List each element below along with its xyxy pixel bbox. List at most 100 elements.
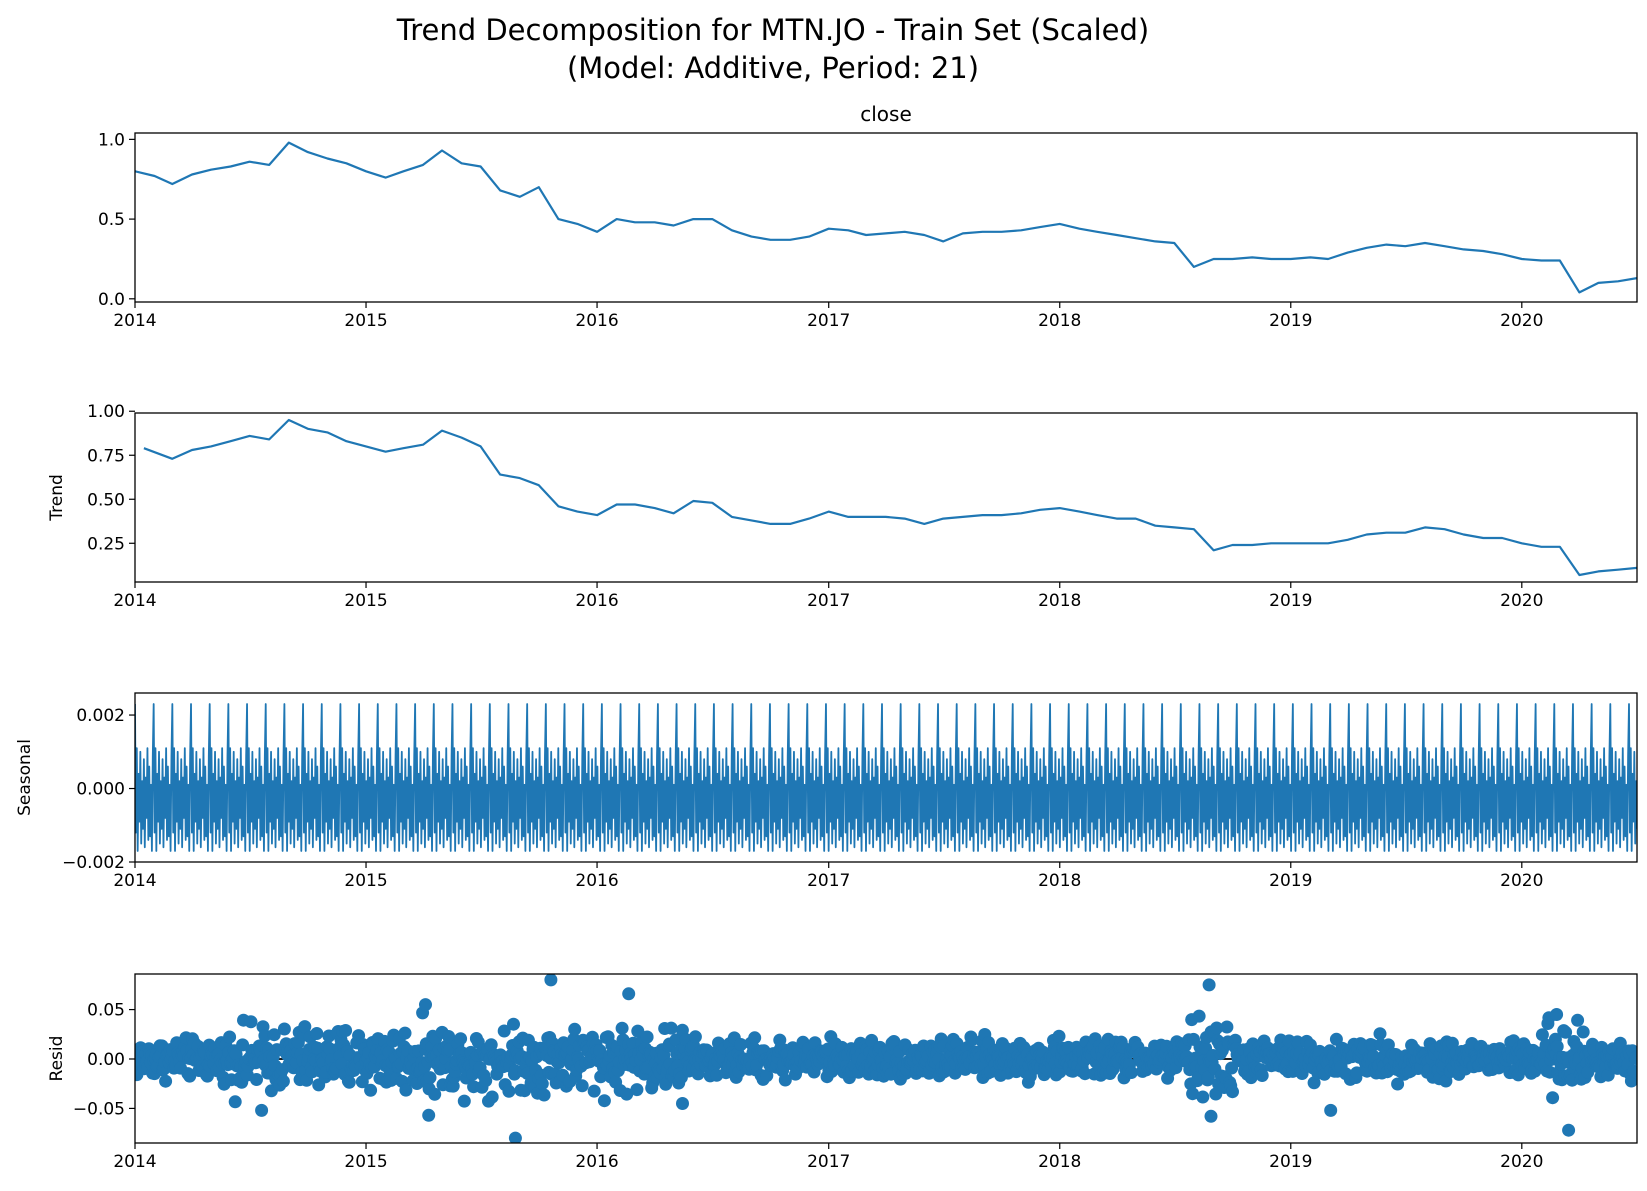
plot-area xyxy=(135,974,1637,1143)
y-tick-label: 0.05 xyxy=(87,1001,125,1021)
x-tick-label: 2014 xyxy=(113,1152,156,1172)
resid-point xyxy=(485,1090,499,1104)
x-tick-label: 2017 xyxy=(807,1152,850,1172)
resid-point xyxy=(1186,1087,1200,1101)
x-tick-label: 2016 xyxy=(575,591,618,611)
resid-point xyxy=(323,1042,337,1056)
resid-point xyxy=(229,1047,243,1061)
x-tick-label: 2016 xyxy=(575,871,618,891)
y-axis-label: Resid xyxy=(47,1036,67,1082)
resid-point xyxy=(507,1017,520,1031)
x-tick-label: 2016 xyxy=(575,311,618,331)
resid-point xyxy=(1630,1066,1637,1080)
x-tick-label: 2017 xyxy=(807,311,850,331)
axes-frame xyxy=(134,132,1638,303)
resid-point xyxy=(1576,1025,1590,1039)
resid-point xyxy=(965,1033,979,1047)
panel-title: close xyxy=(860,102,912,126)
x-tick-label: 2015 xyxy=(344,591,387,611)
resid-point xyxy=(631,1024,645,1038)
resid-point xyxy=(615,1021,629,1035)
resid-point xyxy=(1052,1029,1066,1043)
y-tick-label: 0.75 xyxy=(87,446,125,466)
plot-area xyxy=(135,703,1637,852)
resid-point xyxy=(748,1031,762,1045)
y-tick-label: 1.0 xyxy=(98,130,125,150)
resid-point xyxy=(640,1030,654,1044)
x-tick-label: 2018 xyxy=(1038,311,1081,331)
resid-point xyxy=(1226,1085,1239,1099)
x-tick-label: 2017 xyxy=(807,871,850,891)
resid-point xyxy=(1324,1103,1338,1117)
x-tick-label: 2014 xyxy=(113,591,156,611)
resid-point xyxy=(422,1108,436,1122)
series-line xyxy=(135,141,1637,294)
y-tick-label: 0.00 xyxy=(87,1050,125,1070)
x-tick-label: 2014 xyxy=(113,311,156,331)
resid-point xyxy=(228,1095,242,1109)
resid-point xyxy=(442,1030,456,1043)
x-tick-label: 2014 xyxy=(113,871,156,891)
panel-4: 2014 2015 2016 2017 2018 2019 2020 −0.05 0.00 0.0… xyxy=(47,973,1638,1172)
y-tick-label: 1.00 xyxy=(87,402,125,422)
y-tick-label: 0.000 xyxy=(76,780,125,800)
x-tick-label: 2019 xyxy=(1269,871,1312,891)
resid-point xyxy=(267,1028,281,1042)
resid-point xyxy=(250,1073,263,1086)
resid-point xyxy=(364,1083,378,1097)
resid-point xyxy=(255,1103,269,1117)
panel-2: 2014 2015 2016 2017 2018 2019 2020 0.25 0.50 0.75… xyxy=(47,402,1638,611)
resid-point xyxy=(544,974,558,987)
resid-point xyxy=(1562,1123,1576,1137)
y-tick-label: 0.25 xyxy=(87,534,125,554)
resid-point xyxy=(568,1022,582,1036)
resid-point xyxy=(342,1075,356,1089)
plot-area xyxy=(135,141,1637,294)
plot-area xyxy=(143,418,1637,577)
resid-point xyxy=(1581,1065,1595,1079)
resid-point xyxy=(1373,1027,1387,1041)
resid-point xyxy=(457,1094,471,1108)
resid-point xyxy=(688,1030,702,1044)
resid-point xyxy=(1192,1009,1206,1023)
axes-frame xyxy=(134,412,1638,583)
panels: 2014 2015 2016 2017 2018 2019 2020 0.0 0.5 1.0 clo… xyxy=(15,102,1638,1172)
resid-point xyxy=(1078,1067,1092,1081)
x-tick-label: 2016 xyxy=(575,1152,618,1172)
resid-point xyxy=(1124,1066,1138,1079)
resid-point xyxy=(575,1079,589,1093)
resid-point xyxy=(428,1087,442,1101)
y-axis-label: Trend xyxy=(47,474,67,522)
resid-point xyxy=(1196,1090,1210,1104)
series-line xyxy=(143,418,1637,577)
resid-point xyxy=(1255,1069,1269,1082)
resid-point xyxy=(398,1026,412,1040)
resid-point xyxy=(310,1027,324,1040)
y-tick-label: 0.002 xyxy=(76,706,125,726)
resid-point xyxy=(1550,1008,1564,1021)
resid-point xyxy=(244,1015,258,1029)
resid-point xyxy=(454,1032,468,1046)
resid-point xyxy=(298,1020,312,1034)
resid-point xyxy=(1220,1020,1234,1034)
resid-point xyxy=(497,1024,511,1038)
resid-point xyxy=(223,1030,237,1044)
seasonal-line xyxy=(135,703,1637,852)
y-tick-label: 0.50 xyxy=(87,490,125,510)
resid-point xyxy=(1535,1028,1549,1042)
x-tick-label: 2019 xyxy=(1269,591,1312,611)
resid-point xyxy=(1629,1052,1637,1065)
resid-point xyxy=(1053,1065,1067,1079)
y-tick-label: 0.5 xyxy=(98,210,125,230)
resid-point xyxy=(593,1044,607,1057)
resid-point xyxy=(1210,1021,1224,1035)
x-tick-label: 2018 xyxy=(1038,1152,1081,1172)
resid-point xyxy=(630,1083,644,1097)
resid-point xyxy=(1204,1109,1218,1123)
x-tick-label: 2018 xyxy=(1038,871,1081,891)
resid-point xyxy=(1546,1091,1560,1105)
panel-1: 2014 2015 2016 2017 2018 2019 2020 0.0 0.5 1.0 clo… xyxy=(98,102,1638,331)
resid-point xyxy=(1202,978,1216,992)
resid-point xyxy=(676,1097,689,1110)
